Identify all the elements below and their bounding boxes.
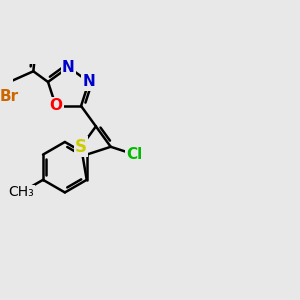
Text: O: O	[49, 98, 62, 113]
Text: S: S	[75, 138, 87, 156]
Text: Br: Br	[0, 89, 18, 104]
Text: N: N	[82, 74, 95, 89]
Text: CH₃: CH₃	[8, 185, 34, 200]
Text: N: N	[62, 60, 75, 75]
Text: Cl: Cl	[127, 147, 143, 162]
